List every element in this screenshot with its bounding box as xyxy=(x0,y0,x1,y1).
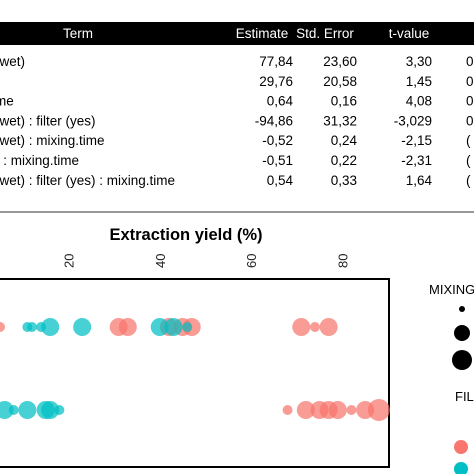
table-cell-p: ( xyxy=(466,173,471,188)
table-cell-p: ( xyxy=(466,133,471,148)
table-cell-term: me xyxy=(0,94,14,109)
table-cell-std-error: 0,22 xyxy=(331,153,357,168)
data-point-teal xyxy=(164,318,183,336)
table-cell-t-value: 1,45 xyxy=(406,74,432,89)
table-row: (wet) : filter (yes) -94,86 31,32 -3,029 0 xyxy=(0,113,474,128)
data-point-salmon xyxy=(0,322,5,332)
data-point-teal xyxy=(182,322,193,332)
table-cell-p: 0 xyxy=(466,94,474,109)
data-point-salmon xyxy=(292,318,311,336)
table-cell-t-value: 4,08 xyxy=(406,94,432,109)
legend: MIXING FIL xyxy=(429,282,474,474)
legend-filter-teal xyxy=(454,462,468,474)
data-point-teal xyxy=(8,405,19,415)
table-cell-p: 0 xyxy=(466,54,474,69)
table-row: me 0,64 0,16 4,08 0 xyxy=(0,94,474,109)
data-point-salmon xyxy=(282,405,293,415)
table-cell-t-value: -2,31 xyxy=(401,153,432,168)
table-cell-p: ( xyxy=(466,153,471,168)
legend-size-large xyxy=(452,350,472,370)
data-point-teal xyxy=(150,318,169,336)
table-cell-estimate: -0,51 xyxy=(262,153,293,168)
legend-filter-title: FIL xyxy=(455,389,474,404)
data-point-teal xyxy=(54,405,65,415)
x-axis-label: Extraction yield (%) xyxy=(109,226,262,244)
data-point-salmon xyxy=(346,405,357,415)
table-header-cell: Term xyxy=(63,26,93,41)
x-axis-ticks: 20 40 60 80 xyxy=(61,254,350,268)
table-cell-t-value: -2,15 xyxy=(401,133,432,148)
table-cell-estimate: 77,84 xyxy=(259,54,293,69)
table-header-row: Term Estimate Std. Error t-value xyxy=(63,26,429,41)
table-cell-t-value: 1,64 xyxy=(406,173,433,188)
table-cell-std-error: 0,16 xyxy=(331,94,357,109)
table-cell-std-error: 23,60 xyxy=(323,54,357,69)
table-cell-std-error: 0,33 xyxy=(331,173,357,188)
table-header-cell: t-value xyxy=(389,26,430,41)
plot-frame xyxy=(0,278,390,468)
table-header-cell: Estimate xyxy=(236,26,289,41)
table-row: (wet) : mixing.time -0,52 0,24 -2,15 ( xyxy=(0,133,471,148)
table-cell-estimate: -94,86 xyxy=(255,113,293,128)
data-point-salmon xyxy=(309,322,320,332)
plot-panel xyxy=(0,278,390,468)
data-point-salmon xyxy=(118,318,137,336)
table-cell-term: (wet) : mixing.time xyxy=(0,133,105,148)
table-cell-term: ) : mixing.time xyxy=(0,153,79,168)
x-tick-label: 60 xyxy=(244,254,259,268)
data-point-salmon xyxy=(296,401,315,419)
table-cell-t-value: -3,029 xyxy=(394,113,432,128)
table-cell-estimate: 0,64 xyxy=(267,94,294,109)
table-row: ) : mixing.time -0,51 0,22 -2,31 ( xyxy=(0,153,471,168)
legend-size-medium xyxy=(454,325,470,341)
legend-filter-salmon xyxy=(454,440,468,454)
table-header-cell: Std. Error xyxy=(296,26,354,41)
x-tick-label: 80 xyxy=(335,254,350,268)
table-cell-t-value: 3,30 xyxy=(406,54,432,69)
data-point-teal xyxy=(26,322,37,332)
table-cell-estimate: 29,76 xyxy=(259,74,293,89)
table-cell-std-error: 20,58 xyxy=(323,74,357,89)
table-row: (wet) : filter (yes) : mixing.time 0,54 0,… xyxy=(0,173,471,188)
table-cell-std-error: 0,24 xyxy=(331,133,358,148)
data-point-salmon xyxy=(319,318,338,336)
table-cell-std-error: 31,32 xyxy=(323,113,357,128)
table-body: (wet)77,8423,603,300)29,7620,581,450me0,… xyxy=(0,54,474,188)
data-point-teal xyxy=(18,401,37,419)
table-cell-p: 0 xyxy=(466,113,474,128)
table-cell-p: 0 xyxy=(466,74,474,89)
table-cell-estimate: 0,54 xyxy=(267,173,294,188)
data-point-salmon xyxy=(328,401,347,419)
table-header-bar xyxy=(0,22,474,45)
table-cell-term: (wet) : filter (yes) : mixing.time xyxy=(0,173,175,188)
data-point-teal xyxy=(0,401,14,419)
table-row: (wet) 77,84 23,60 3,30 0 xyxy=(0,54,474,69)
x-tick-label: 20 xyxy=(61,254,76,268)
data-points xyxy=(0,318,390,421)
legend-size-small xyxy=(459,306,465,312)
x-tick-label: 40 xyxy=(153,254,168,268)
data-point-teal xyxy=(73,318,92,336)
data-point-teal xyxy=(41,318,60,336)
data-point-salmon xyxy=(367,399,390,421)
legend-mixing-title: MIXING xyxy=(429,282,474,297)
table-cell-term: (wet) xyxy=(0,54,25,69)
data-point-teal xyxy=(41,401,60,419)
table-cell-term: (wet) : filter (yes) xyxy=(0,113,96,128)
table-cell-estimate: -0,52 xyxy=(262,133,293,148)
regression-table: Term Estimate Std. Error t-value (wet) 77,84… xyxy=(0,22,474,213)
